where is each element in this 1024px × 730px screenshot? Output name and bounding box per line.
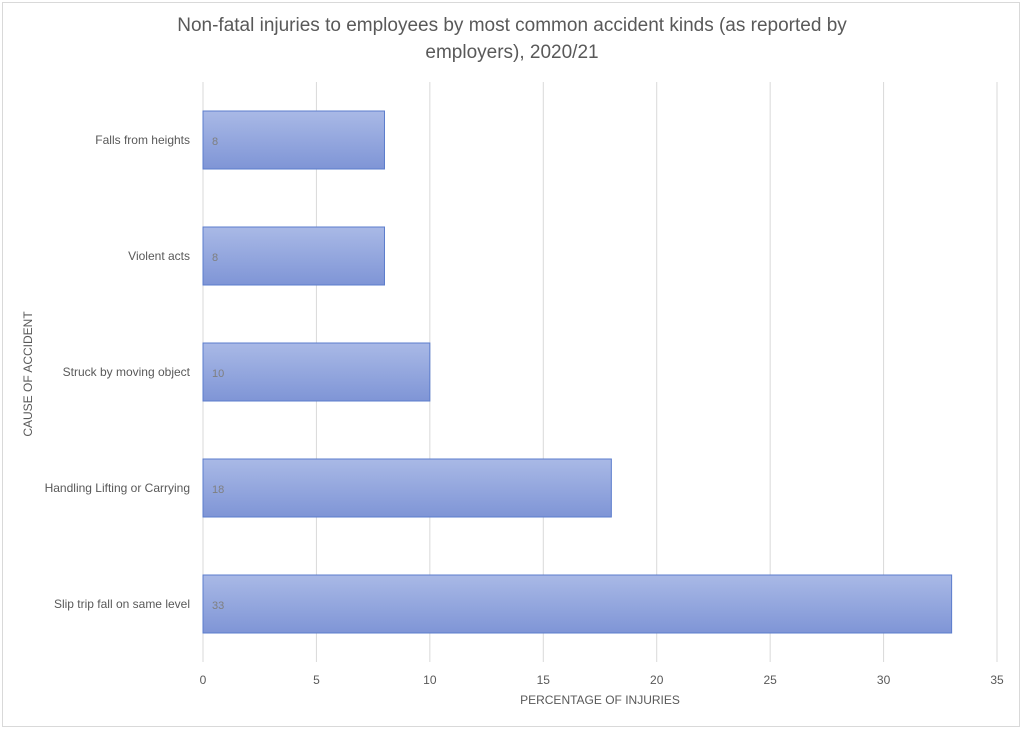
bar bbox=[202, 226, 385, 286]
y-category-label: Slip trip fall on same level bbox=[54, 597, 190, 611]
x-tick-label: 25 bbox=[763, 673, 777, 687]
data-label: 18 bbox=[212, 484, 224, 496]
x-tick-label: 10 bbox=[423, 673, 437, 687]
chart-title: Non-fatal injuries to employees by most … bbox=[0, 12, 1024, 66]
x-tick-label: 5 bbox=[313, 673, 320, 687]
chart-title-line-1: Non-fatal injuries to employees by most … bbox=[177, 15, 847, 36]
data-label: 8 bbox=[212, 136, 218, 148]
y-category-label: Violent acts bbox=[128, 249, 190, 263]
x-tick-label: 15 bbox=[537, 673, 551, 687]
x-tick-label: 0 bbox=[200, 673, 207, 687]
labels: 0 5 10 15 20 25 30 35 Falls from heights 8 Violent… bbox=[45, 133, 1004, 687]
bar bbox=[202, 574, 953, 634]
y-category-label: Falls from heights bbox=[95, 133, 190, 147]
x-tick-label: 20 bbox=[650, 673, 664, 687]
bar bbox=[202, 342, 431, 402]
bar bbox=[202, 458, 612, 518]
data-label: 33 bbox=[212, 600, 224, 612]
bars bbox=[202, 110, 953, 634]
x-tick-label: 35 bbox=[990, 673, 1004, 687]
y-category-label: Handling Lifting or Carrying bbox=[45, 481, 190, 495]
data-label: 10 bbox=[212, 368, 224, 380]
data-label: 8 bbox=[212, 252, 218, 264]
y-axis-title: CAUSE OF ACCIDENT bbox=[21, 311, 35, 437]
y-category-label: Struck by moving object bbox=[63, 365, 191, 379]
bar bbox=[202, 110, 385, 170]
chart-title-line-2: employers), 2020/21 bbox=[425, 42, 599, 63]
x-axis-title: PERCENTAGE OF INJURIES bbox=[520, 693, 680, 707]
x-tick-label: 30 bbox=[877, 673, 891, 687]
